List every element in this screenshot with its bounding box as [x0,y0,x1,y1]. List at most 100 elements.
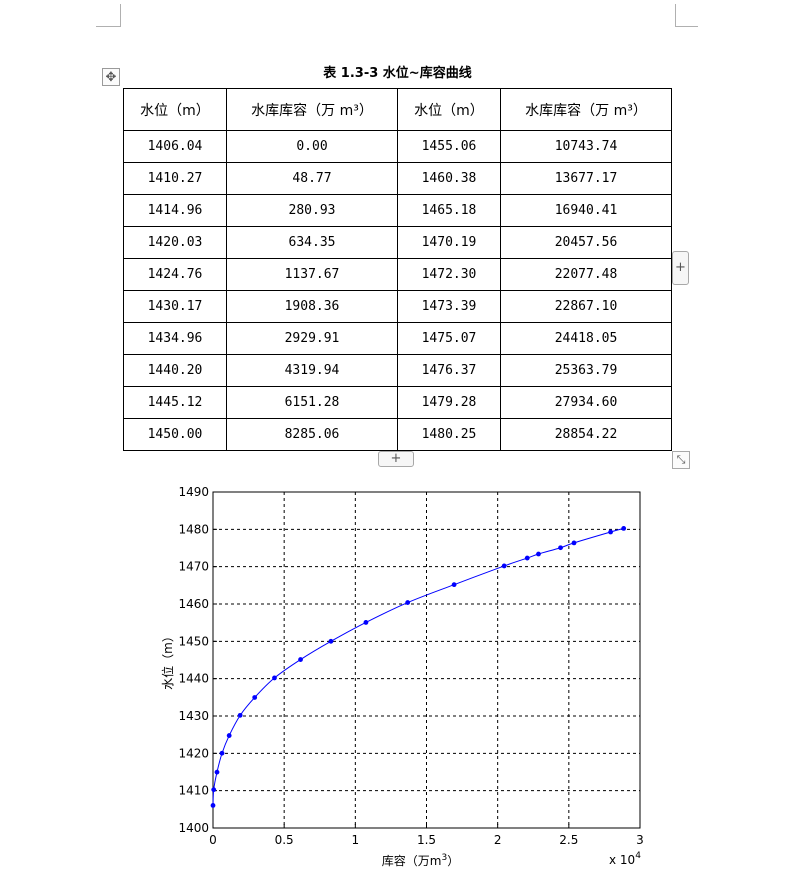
table-row: 1434.96 2929.91 1475.07 24418.05 [123,322,672,355]
y-tick-label: 1470 [178,560,209,574]
cell-storage-2: 22077.48 [500,258,672,291]
x-axis-multiplier-exp: 4 [635,851,641,861]
page-corner-mark-top-right [675,4,698,27]
cell-water-level-2: 1460.38 [397,162,501,195]
page-corner-mark-top-left [96,4,121,27]
cell-water-level-2: 1455.06 [397,130,501,163]
data-point [237,712,243,718]
x-tick-label: 0.5 [275,833,294,847]
cell-storage-2: 16940.41 [500,194,672,227]
y-tick-label: 1460 [178,597,209,611]
water-level-storage-table: 水位（m） 水库库容（万 m³） 水位（m） 水库库容（万 m³） 1406.0… [123,88,672,451]
cell-storage-2: 24418.05 [500,322,672,355]
cell-water-level-1: 1440.20 [123,354,227,387]
cell-water-level-2: 1473.39 [397,290,501,323]
cell-storage-1: 634.35 [226,226,398,259]
x-axis-label-sup: 3 [441,853,447,863]
cell-water-level-2: 1465.18 [397,194,501,227]
data-point [211,787,217,793]
cell-storage-1: 280.93 [226,194,398,227]
cell-water-level-2: 1476.37 [397,354,501,387]
x-axis-label: 库容（万m3） [382,853,459,868]
table-row: 1406.04 0.00 1455.06 10743.74 [123,130,672,163]
cell-water-level-1: 1445.12 [123,386,227,419]
cell-water-level-1: 1424.76 [123,258,227,291]
data-point [272,675,277,681]
table-row: 1450.00 8285.06 1480.25 28854.22 [123,418,672,451]
cell-storage-1: 8285.06 [226,418,398,451]
data-point [524,555,530,561]
table-row: 1445.12 6151.28 1479.28 27934.60 [123,386,672,419]
cell-water-level-2: 1479.28 [397,386,501,419]
y-axis-label: 水位（m） [160,630,175,690]
x-tick-label: 3 [636,833,644,847]
table-row: 1420.03 634.35 1470.19 20457.56 [123,226,672,259]
add-column-button[interactable]: + [672,251,689,285]
cell-water-level-1: 1420.03 [123,226,227,259]
plus-icon: + [675,260,686,275]
chart-grid [213,492,640,828]
table-row: 1414.96 280.93 1465.18 16940.41 [123,194,672,227]
data-point [536,551,541,557]
data-point [363,620,369,625]
data-point [214,769,220,775]
x-axis-multiplier: x 104 [609,851,641,867]
add-row-button[interactable]: + [378,451,414,467]
y-tick-label: 1400 [178,821,209,835]
data-point [451,582,457,588]
data-point [219,750,225,756]
data-point [210,803,216,808]
data-point [621,526,627,531]
cell-water-level-2: 1475.07 [397,322,501,355]
x-axis-label-end: ） [447,854,459,868]
cell-storage-1: 2929.91 [226,322,398,355]
chart-ticks: 0 0.5 1 1.5 2 2.5 3 1400 1410 1420 1430 1440 1450 146… [178,485,643,847]
cell-storage-1: 1908.36 [226,290,398,323]
cell-water-level-2: 1480.25 [397,418,501,451]
cell-storage-2: 20457.56 [500,226,672,259]
plus-icon: + [390,451,402,466]
cell-storage-2: 22867.10 [500,290,672,323]
cell-storage-1: 48.77 [226,162,398,195]
cell-storage-1: 1137.67 [226,258,398,291]
data-point [501,563,507,569]
table-row: 1430.17 1908.36 1473.39 22867.10 [123,290,672,323]
y-tick-label: 1410 [178,784,209,798]
data-point [298,657,303,662]
resize-icon: ⤡ [676,453,686,466]
series-points [210,526,627,808]
y-tick-label: 1430 [178,709,209,723]
cell-water-level-1: 1450.00 [123,418,227,451]
x-tick-label: 1 [352,833,360,847]
table-row: 1424.76 1137.67 1472.30 22077.48 [123,258,672,291]
x-tick-label: 2 [494,833,502,847]
series-line [212,527,624,806]
y-tick-label: 1440 [178,672,209,686]
cell-storage-1: 0.00 [226,130,398,163]
y-tick-label: 1420 [178,746,209,760]
move-icon: ✥ [105,70,117,85]
cell-storage-2: 10743.74 [500,130,672,163]
data-point [608,529,614,535]
table-body: 1406.04 0.00 1455.06 10743.74 1410.27 48.77 14… [123,130,672,451]
x-tick-label: 0 [209,833,217,847]
table-header-row: 水位（m） 水库库容（万 m³） 水位（m） 水库库容（万 m³） [123,88,672,131]
header-water-level-1: 水位（m） [123,88,227,131]
cell-storage-2: 27934.60 [500,386,672,419]
cell-water-level-2: 1472.30 [397,258,501,291]
cell-storage-1: 6151.28 [226,386,398,419]
table-caption: 表 1.3-3 水位~库容曲线 [323,66,472,81]
x-axis-label-main: 库容（万m [382,853,442,868]
x-tick-label: 1.5 [417,833,436,847]
table-move-handle[interactable]: ✥ [102,68,120,86]
y-tick-label: 1490 [178,485,209,499]
cell-water-level-1: 1410.27 [123,162,227,195]
cell-water-level-1: 1434.96 [123,322,227,355]
table-resize-handle[interactable]: ⤡ [672,451,690,469]
data-point [226,733,232,738]
data-point [328,638,334,644]
cell-storage-2: 28854.22 [500,418,672,451]
data-point [571,540,577,546]
data-point [558,545,563,551]
y-tick-label: 1480 [178,522,209,536]
